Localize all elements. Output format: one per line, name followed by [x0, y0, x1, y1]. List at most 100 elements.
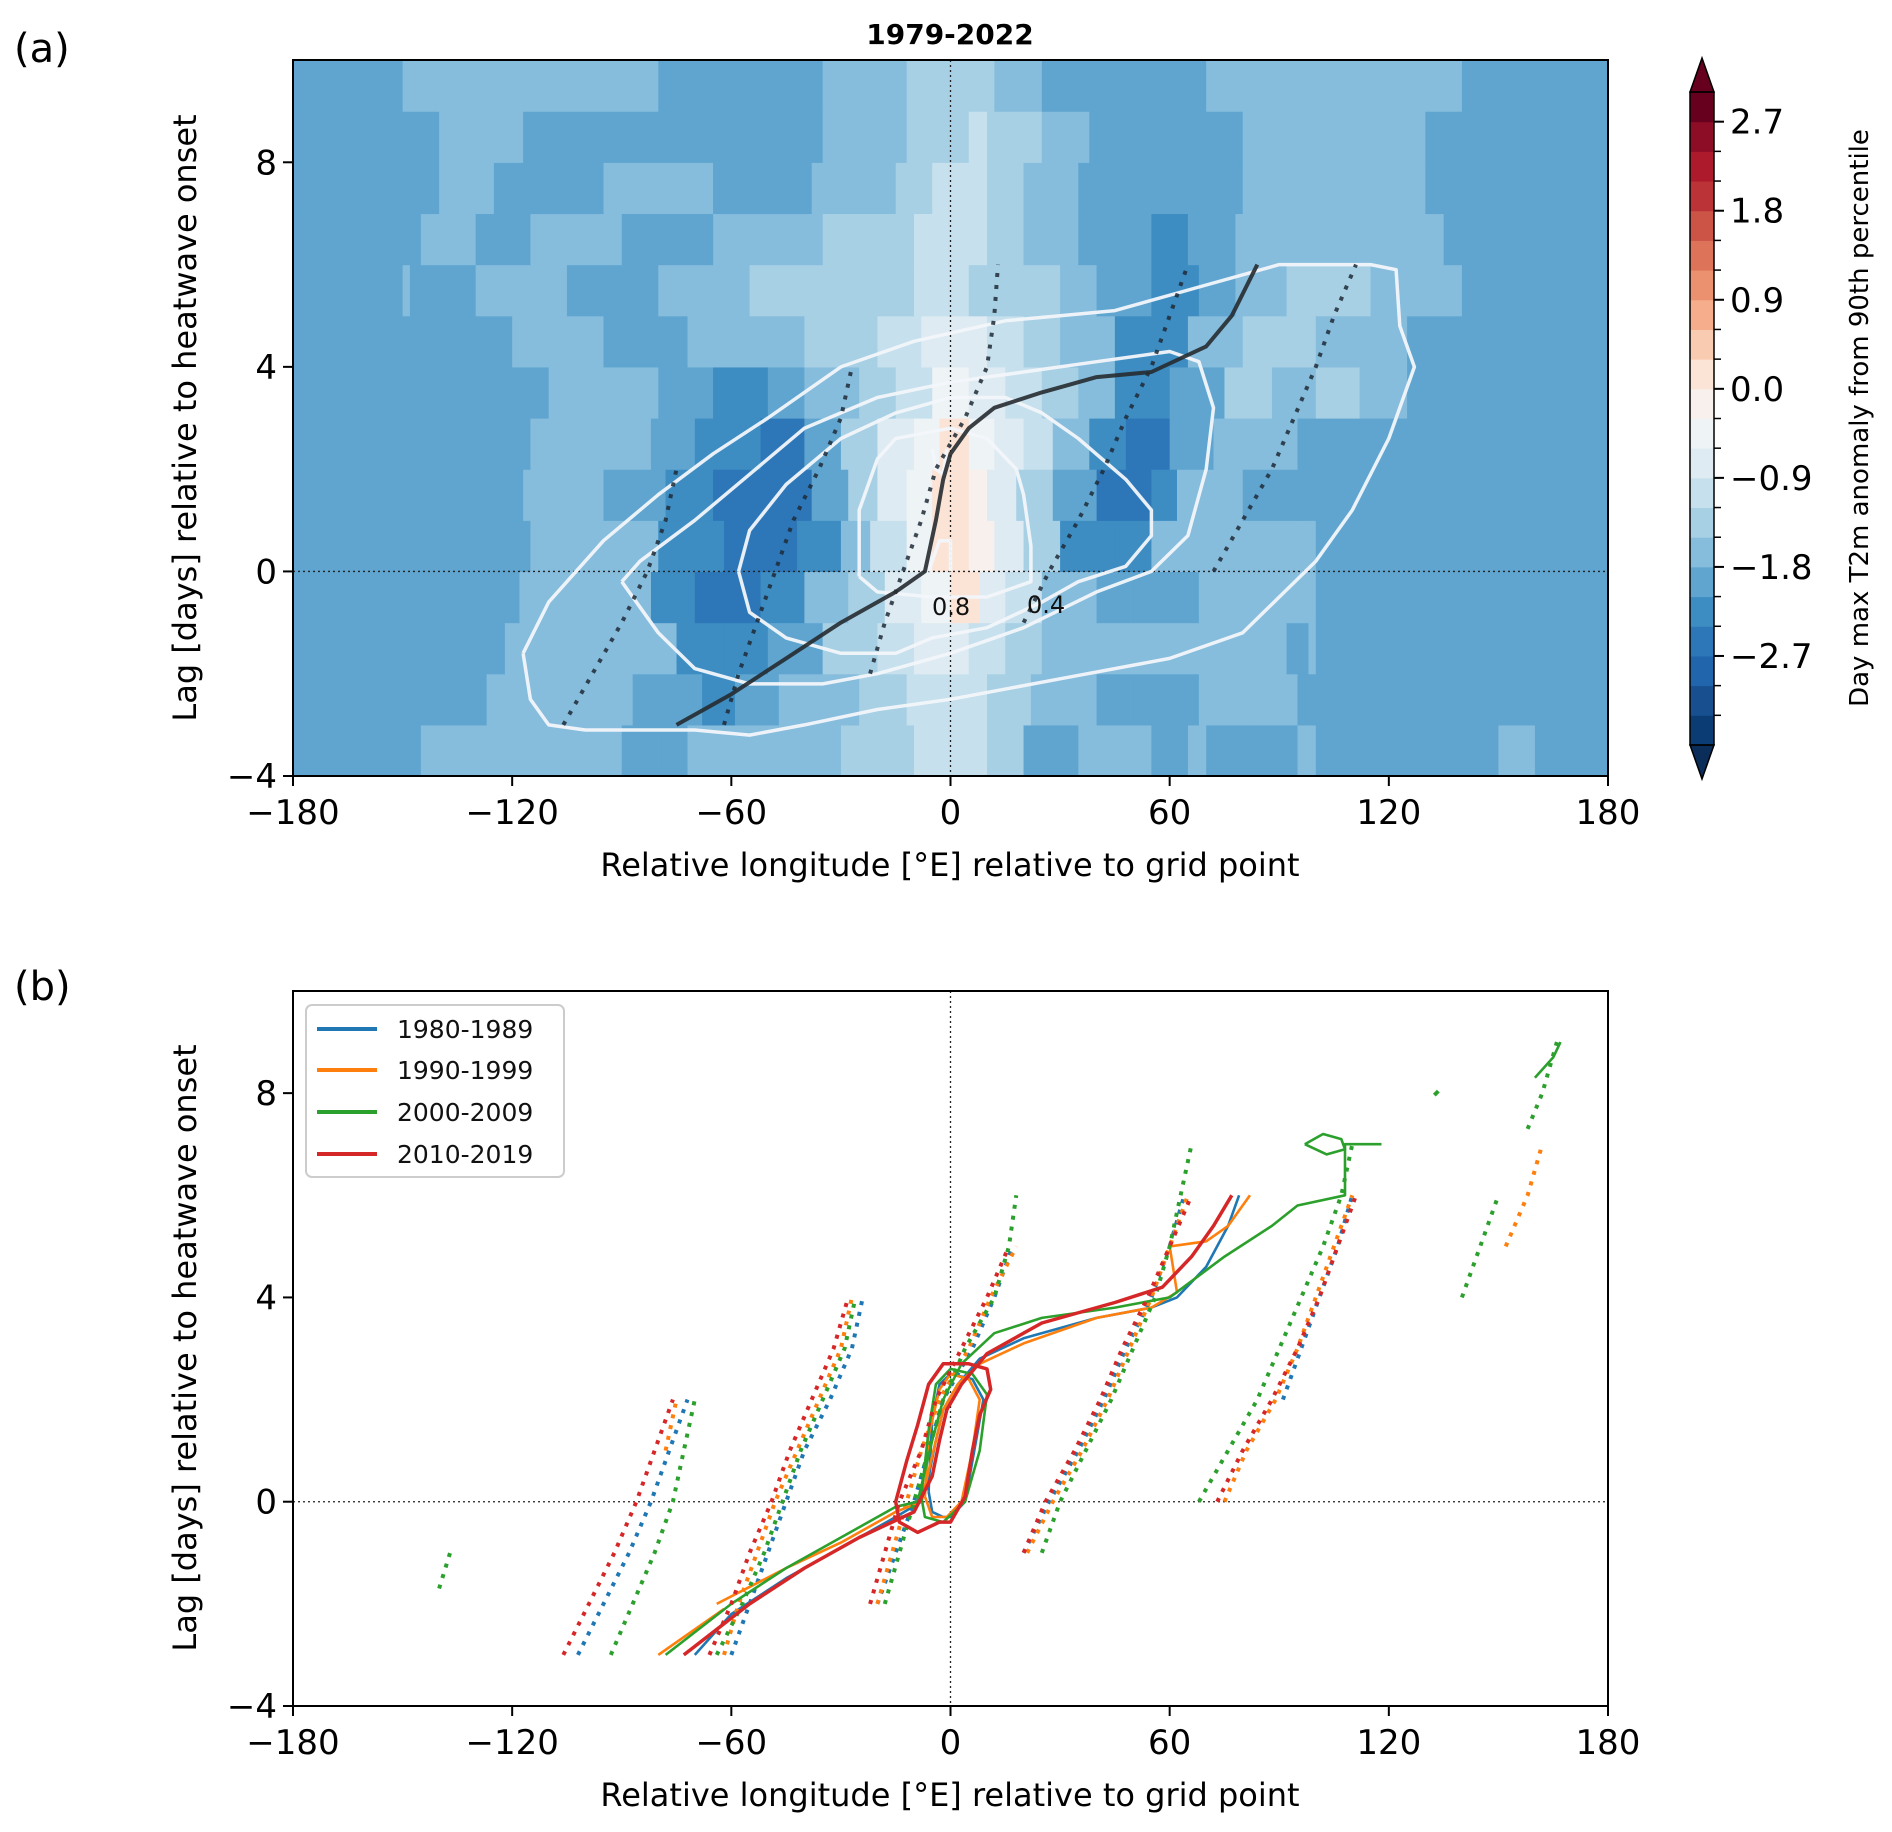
heatmap-cell — [293, 315, 513, 368]
heatmap-cell — [767, 724, 842, 776]
heatmap-cell — [530, 418, 586, 470]
heatmap-cell — [1005, 264, 1061, 317]
heatmap-cell — [293, 213, 422, 266]
series-lines — [437, 1041, 1562, 1657]
y-axis-title-b: Lag [days] relative to heatwave onset — [166, 1044, 204, 1651]
colorbar-swatch — [1690, 685, 1714, 716]
heatmap-cell — [1169, 366, 1226, 419]
colorbar-swatch — [1690, 507, 1714, 538]
heatmap-cell — [1260, 724, 1299, 776]
reference-lines-b — [293, 991, 1608, 1706]
heatmap-cell — [811, 469, 849, 521]
colorbar-swatch — [1690, 596, 1714, 627]
heatmap-cell — [1242, 111, 1426, 163]
heatmap-cell — [603, 162, 714, 215]
colorbar-tick-label: 0.9 — [1730, 281, 1784, 321]
heatmap-cell — [1151, 213, 1189, 266]
dotted-track-line — [868, 1245, 1011, 1605]
solid-track-line — [1533, 1041, 1562, 1079]
heatmap-cell — [1096, 673, 1134, 726]
heatmap-cell — [1534, 724, 1608, 776]
heatmap-cell — [566, 264, 659, 317]
dotted-track-line — [561, 1398, 675, 1656]
contour-line-0-4 — [521, 262, 1417, 737]
contour-line-1 — [857, 426, 1033, 599]
ridge-line — [675, 263, 1260, 727]
y-tick-label: 0 — [255, 552, 277, 592]
colorbar-swatch — [1690, 151, 1714, 182]
colorbar-swatch — [1690, 359, 1714, 390]
heatmap-cell — [1041, 60, 1207, 112]
x-tick-label: 180 — [1576, 793, 1641, 833]
heatmap-cell — [1187, 520, 1215, 573]
heatmap-cell — [530, 213, 623, 266]
heatmap-cell — [1461, 60, 1608, 112]
heatmap-cell — [556, 571, 594, 624]
heatmap-cell — [293, 264, 404, 317]
heatmap-cell — [1198, 673, 1251, 726]
dotted-track-line — [1025, 1194, 1190, 1554]
x-axis-title-b: Relative longitude [°E] relative to grid… — [600, 1776, 1299, 1814]
heatmap-cell — [713, 366, 769, 419]
dotted-track-line — [576, 1398, 690, 1656]
heatmap-cell — [906, 111, 970, 163]
heatmap-cell — [724, 520, 762, 573]
heatmap-cell — [840, 724, 915, 776]
heatmap-cell — [293, 571, 521, 624]
heatmap-cell — [921, 315, 988, 368]
legend-item-1980-1989: 1980-1989 — [317, 1015, 533, 1044]
panel-b-label: (b) — [14, 964, 71, 1010]
heatmap-cell — [658, 366, 714, 419]
heatmap-cell — [749, 264, 842, 317]
dotted-track-line — [729, 1296, 865, 1656]
heatmap-cell — [523, 111, 659, 163]
heatmap-cell — [1041, 622, 1098, 675]
heatmap-cell — [1114, 520, 1153, 573]
heatmap-cell — [987, 111, 1043, 163]
dotted-track-line — [722, 366, 854, 726]
heatmap-cell — [1297, 213, 1372, 266]
colorbar-swatch — [1690, 329, 1714, 360]
y-axis-a: −4 0 4 8 — [227, 143, 293, 797]
heatmap-cell — [1425, 162, 1608, 215]
heatmap-cell — [767, 366, 805, 419]
heatmap-cell — [293, 111, 440, 163]
colorbar-tick-label: 1.8 — [1730, 192, 1784, 232]
heatmap-cell — [1206, 60, 1463, 112]
colorbar-swatch — [1690, 240, 1714, 271]
colorbar-swatch — [1690, 566, 1714, 598]
heatmap-cell — [968, 111, 988, 163]
dotted-track-line — [1197, 1143, 1355, 1503]
heatmap-cell — [293, 366, 550, 419]
heatmap-cell — [1235, 213, 1299, 266]
legend-item-2000-2009: 2000-2009 — [317, 1098, 533, 1127]
heatmap-cell — [987, 162, 1025, 215]
y-tick-label: −4 — [227, 757, 277, 797]
x-tick-label: −60 — [695, 1723, 767, 1763]
contour-line-1-2 — [926, 538, 953, 572]
heatmap-cell — [1187, 724, 1207, 776]
legend-label: 2000-2009 — [397, 1098, 533, 1127]
heatmap-cell — [1151, 724, 1189, 776]
x-tick-label: −120 — [465, 1723, 558, 1763]
heatmap-cell — [1187, 315, 1244, 368]
heatmap-cell — [566, 673, 634, 726]
heatmap-cell — [293, 673, 488, 726]
heatmap-cell — [293, 622, 506, 675]
heatmap-cell — [650, 418, 696, 470]
heatmap-cell — [548, 366, 605, 419]
heatmap-cell — [1297, 418, 1608, 470]
heatmap-cell — [523, 469, 605, 521]
colorbar-tick-label: 2.7 — [1730, 103, 1784, 143]
heatmap-cell — [1213, 418, 1262, 470]
y-tick-label: 8 — [255, 1074, 277, 1114]
heatmap-cell — [1206, 724, 1262, 776]
heatmap-cell — [1078, 213, 1153, 266]
colorbar-swatch — [1690, 270, 1714, 301]
x-tick-label: 60 — [1148, 1723, 1191, 1763]
heatmap-cell — [987, 469, 1017, 521]
heatmap-cell — [475, 264, 568, 317]
x-tick-label: 120 — [1356, 793, 1421, 833]
x-tick-label: −60 — [695, 793, 767, 833]
heatmap-cell — [1407, 315, 1608, 368]
